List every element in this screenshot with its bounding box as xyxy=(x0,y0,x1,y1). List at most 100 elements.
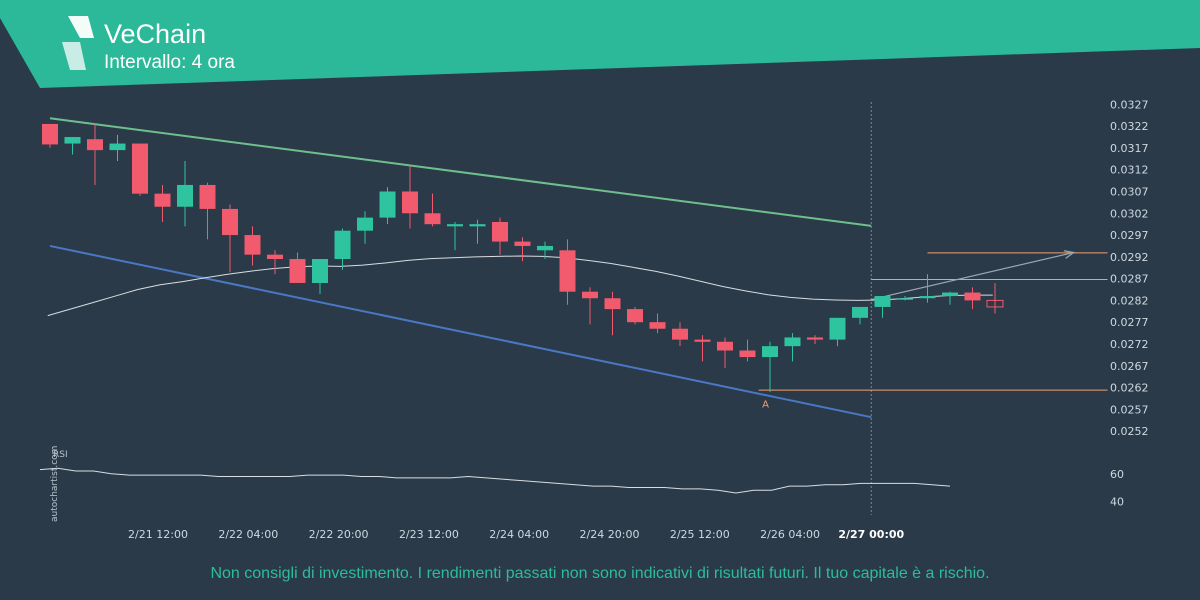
candle xyxy=(784,333,801,362)
candle-body xyxy=(829,317,846,340)
candle-body xyxy=(424,213,441,225)
candle-body xyxy=(154,193,171,207)
candle-body xyxy=(402,191,418,214)
x-tick-label: 2/25 12:00 xyxy=(670,528,730,541)
moving-average-line xyxy=(47,255,993,317)
y-tick-label: 0.0287 xyxy=(1110,273,1149,286)
candle-body xyxy=(492,221,508,242)
candle xyxy=(177,160,193,227)
candle xyxy=(559,239,576,305)
candle xyxy=(942,291,958,305)
candle xyxy=(357,211,373,244)
candle xyxy=(334,228,351,270)
candle-body xyxy=(897,298,913,300)
forecast-arrow-line xyxy=(871,251,1074,301)
header-subtitle: Intervallo: 4 ora xyxy=(104,52,235,73)
candle xyxy=(447,221,463,251)
candle-body xyxy=(537,245,553,251)
rsi-level-label: 60 xyxy=(1110,468,1124,481)
candle xyxy=(582,287,598,325)
candle xyxy=(424,193,441,227)
candle-body xyxy=(312,259,328,283)
watermark: autochartist.com xyxy=(50,446,60,522)
candle-body xyxy=(694,339,711,342)
candle xyxy=(649,313,666,334)
candle xyxy=(874,296,891,318)
candle xyxy=(672,322,688,347)
point-label-a: A xyxy=(762,399,769,410)
x-tick-label: 2/24 20:00 xyxy=(580,528,640,541)
moving-average xyxy=(47,255,993,317)
candle xyxy=(897,296,913,301)
candle-body xyxy=(739,350,756,358)
rsi-level-label: 40 xyxy=(1110,495,1124,508)
candle xyxy=(739,339,756,362)
forecast-arrow-head xyxy=(1063,250,1076,259)
candle xyxy=(514,237,531,262)
candle-body xyxy=(267,254,283,260)
candle-body xyxy=(109,143,126,151)
candle-body xyxy=(942,292,958,297)
y-tick-label: 0.0327 xyxy=(1110,98,1149,111)
y-axis-ticks: 0.0327 0.0322 0.0317 0.0312 0.0307 0.0302 0.02… xyxy=(1110,98,1149,438)
candle-body xyxy=(87,139,103,151)
candle-body xyxy=(177,184,193,207)
rsi-panel: 60 40 xyxy=(39,467,1124,508)
candle-body xyxy=(762,346,778,358)
rsi-label: RSI xyxy=(53,450,68,460)
candle xyxy=(267,250,283,275)
candle xyxy=(154,184,171,222)
candle xyxy=(379,187,396,225)
candle-body xyxy=(672,328,688,340)
candle xyxy=(604,291,621,336)
y-tick-label: 0.0317 xyxy=(1110,142,1149,155)
channel-upper-line xyxy=(49,117,872,227)
y-tick-label: 0.0302 xyxy=(1110,207,1149,220)
candle xyxy=(829,317,846,347)
x-tick-label: 2/22 04:00 xyxy=(218,528,278,541)
candle xyxy=(312,259,328,294)
candle-body xyxy=(986,299,1004,308)
candle-body xyxy=(717,341,733,351)
candle xyxy=(964,287,981,310)
candle-body xyxy=(199,184,216,209)
candle xyxy=(289,252,306,283)
rsi-line xyxy=(39,467,951,494)
candle-body xyxy=(807,337,823,340)
x-tick-label-highlight: 2/27 00:00 xyxy=(838,528,904,541)
candle-body xyxy=(222,208,238,236)
y-tick-label: 0.0277 xyxy=(1110,316,1149,329)
y-tick-label: 0.0297 xyxy=(1110,229,1149,242)
candle-body xyxy=(559,250,576,292)
candle xyxy=(717,337,733,368)
candle-body xyxy=(132,143,148,194)
candles xyxy=(42,123,1004,392)
candle xyxy=(492,217,508,255)
candle xyxy=(402,165,418,229)
candle xyxy=(109,134,126,161)
candle-body xyxy=(379,191,396,218)
candle xyxy=(694,335,711,362)
candle-body xyxy=(357,217,373,231)
y-tick-label: 0.0257 xyxy=(1110,403,1149,416)
candle-body xyxy=(244,235,261,255)
y-tick-label: 0.0312 xyxy=(1110,164,1149,177)
y-tick-label: 0.0282 xyxy=(1110,294,1149,307)
candle xyxy=(64,137,81,155)
y-tick-label: 0.0322 xyxy=(1110,120,1149,133)
candle xyxy=(919,274,936,303)
y-tick-label: 0.0262 xyxy=(1110,382,1149,395)
y-tick-label: 0.0272 xyxy=(1110,338,1149,351)
candle-body xyxy=(334,230,351,260)
candle-body xyxy=(289,259,306,283)
header-band xyxy=(0,0,1200,88)
y-tick-label: 0.0252 xyxy=(1110,425,1149,438)
candle-body xyxy=(874,296,891,307)
y-tick-label: 0.0307 xyxy=(1110,185,1149,198)
y-tick-label: 0.0292 xyxy=(1110,251,1149,264)
x-tick-label: 2/24 04:00 xyxy=(489,528,549,541)
candle-body xyxy=(42,123,58,145)
